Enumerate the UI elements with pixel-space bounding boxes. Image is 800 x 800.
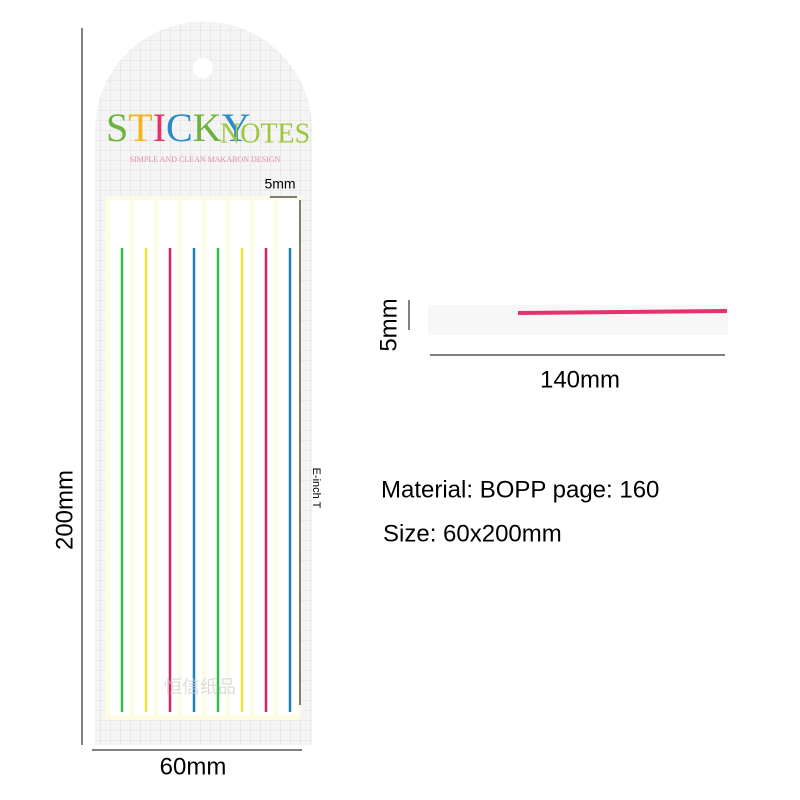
width-label: 60mm — [160, 753, 227, 780]
strip — [278, 200, 298, 715]
strip-line — [517, 309, 728, 315]
single-height-label: 5mm — [375, 298, 402, 351]
brand-letter: T — [128, 105, 152, 150]
brand-title: STICKY — [106, 105, 250, 150]
strip — [134, 200, 154, 715]
strips — [110, 200, 298, 715]
tagline: SIMPLE AND CLEAN MAKABON DESIGN — [130, 155, 281, 164]
strip — [206, 200, 226, 715]
brand-letter: C — [166, 105, 193, 150]
strip — [182, 200, 202, 715]
brand-letter: S — [106, 105, 128, 150]
brand-suffix: NOTES — [220, 118, 310, 149]
side-label: E-inch T — [310, 468, 322, 509]
single-length-label: 140mm — [540, 366, 620, 393]
brand-letter: K — [193, 105, 222, 150]
strip-width-label: 5mm — [264, 176, 295, 192]
strip — [158, 200, 178, 715]
brand-letter: Y — [222, 105, 251, 150]
height-label: 200mm — [51, 470, 78, 550]
strip — [254, 200, 274, 715]
size-spec: Size: 60x200mm — [383, 520, 562, 547]
watermark: 恒信纸品 — [164, 677, 236, 697]
material-spec: Material: BOPP page: 160 — [381, 476, 659, 503]
brand-letter: I — [153, 105, 166, 150]
strip — [110, 200, 130, 715]
strip — [230, 200, 250, 715]
